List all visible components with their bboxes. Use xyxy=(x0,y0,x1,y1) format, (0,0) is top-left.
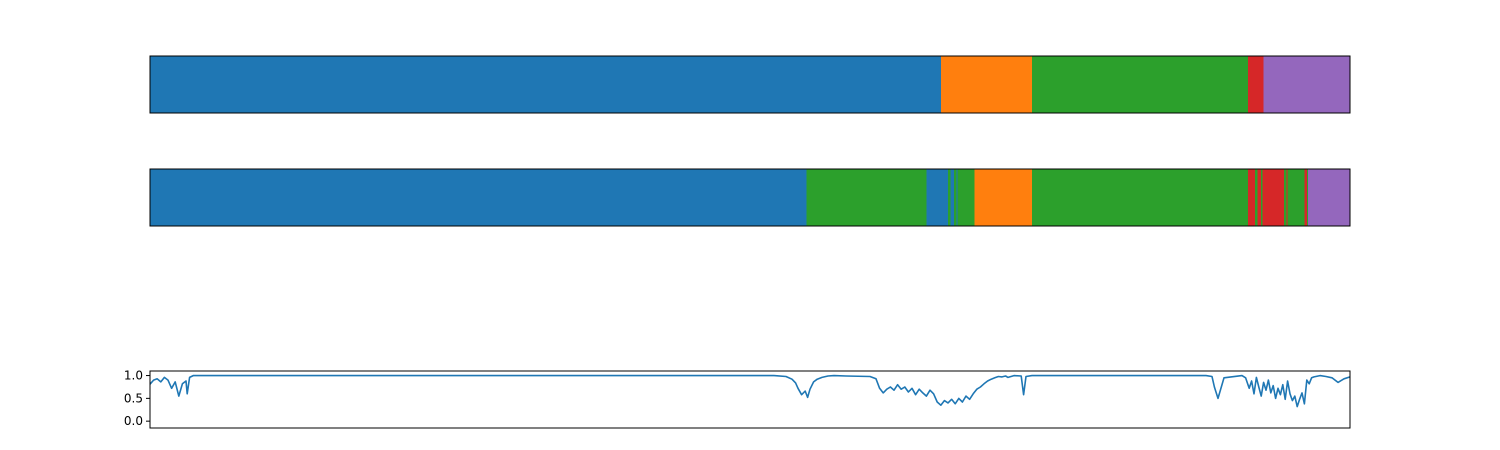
segment-11-red xyxy=(1248,169,1256,226)
y-tick-label-2: 0.5 xyxy=(124,391,143,405)
segment-20-green xyxy=(1306,169,1308,226)
panel-frame xyxy=(149,168,1351,227)
segment-21-purple xyxy=(1308,169,1350,226)
segment-15-red xyxy=(1262,169,1284,226)
y-tick-label-3: 0.0 xyxy=(124,414,143,428)
segment-7-blue xyxy=(956,169,958,226)
panel-1 xyxy=(149,55,1351,114)
panel-frame xyxy=(149,370,1351,429)
segment-12-green xyxy=(1255,169,1258,226)
segment-9-orange xyxy=(974,169,1032,226)
segment-10-green xyxy=(1032,169,1248,226)
panel-3: 1.0 0.5 0.0 xyxy=(124,369,1351,429)
segment-1-blue xyxy=(150,56,941,113)
segment-2-green xyxy=(806,169,927,226)
segment-5-purple xyxy=(1263,56,1350,113)
segment-5-blue xyxy=(950,169,954,226)
segment-8-green xyxy=(957,169,975,226)
series-line-1 xyxy=(149,374,1351,408)
segment-2-orange xyxy=(940,56,1032,113)
panel-2 xyxy=(149,168,1351,227)
segment-4-green xyxy=(948,169,951,226)
y-tick-label-1: 1.0 xyxy=(124,369,143,383)
segment-14-green xyxy=(1261,169,1263,226)
segment-18-green xyxy=(1287,169,1305,226)
panel-frame xyxy=(149,55,1351,114)
segment-3-green xyxy=(1032,56,1248,113)
segment-17-red xyxy=(1286,169,1288,226)
segment-19-red xyxy=(1304,169,1307,226)
segment-3-blue xyxy=(926,169,948,226)
segment-6-green xyxy=(954,169,957,226)
segment-1-blue xyxy=(150,169,807,226)
segment-16-green xyxy=(1284,169,1287,226)
segment-4-red xyxy=(1248,56,1264,113)
segment-13-red xyxy=(1257,169,1262,226)
